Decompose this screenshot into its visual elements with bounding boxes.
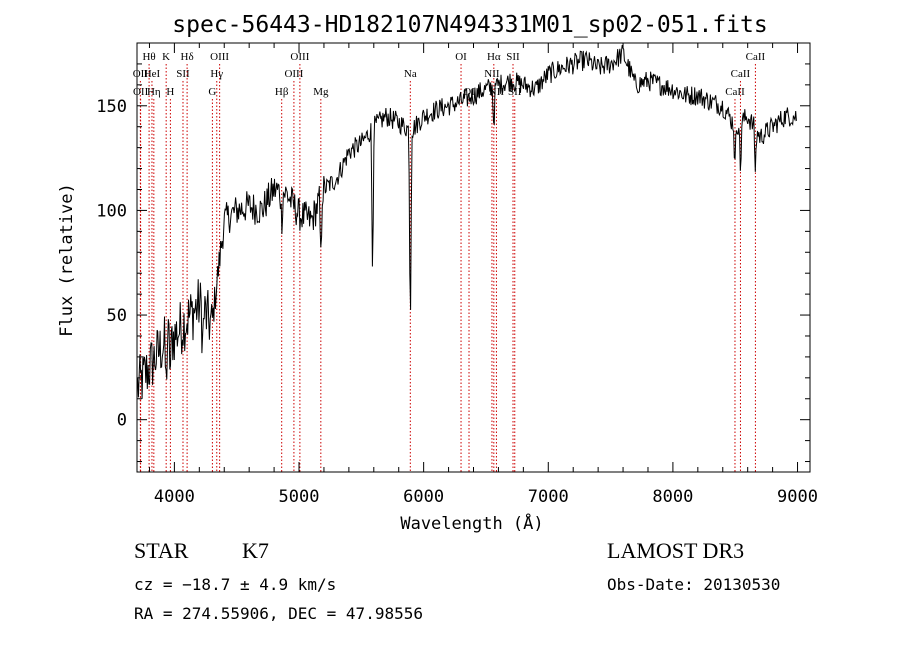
marker-label: Hγ xyxy=(210,68,223,80)
spectrum-line xyxy=(137,44,797,399)
x-tick-label: 8000 xyxy=(652,487,693,507)
marker-label: Hβ xyxy=(275,86,289,98)
marker-label: CaII xyxy=(731,68,751,80)
x-tick-label: 9000 xyxy=(777,487,818,507)
y-axis: 0 50 100 150 xyxy=(96,63,810,463)
marker-label: OI xyxy=(455,51,467,63)
marker-label: Mg xyxy=(313,86,329,98)
marker-label: Hη xyxy=(147,86,161,98)
marker-label: OIII xyxy=(290,51,309,63)
y-tick-label: 100 xyxy=(96,201,127,221)
marker-label: CaII xyxy=(725,86,745,98)
marker-label: Hθ xyxy=(142,51,155,63)
marker-label: NII xyxy=(484,68,500,80)
marker-label: OIII xyxy=(284,68,303,80)
x-axis: 4000 5000 6000 7000 8000 9000 xyxy=(148,43,818,507)
marker-label: K xyxy=(162,51,170,63)
x-tick-label: 4000 xyxy=(154,487,195,507)
marker-label: Hα xyxy=(487,51,501,63)
x-axis-label: Wavelength (Å) xyxy=(400,512,543,534)
x-tick-label: 6000 xyxy=(403,487,444,507)
redshift-velocity: cz = −18.7 ± 4.9 km/s xyxy=(134,575,337,594)
object-class: STAR xyxy=(134,538,189,563)
x-tick-label: 7000 xyxy=(528,487,569,507)
marker-label: CaII xyxy=(746,51,766,63)
y-axis-label: Flux (relative) xyxy=(57,183,77,337)
survey-name: LAMOST DR3 xyxy=(607,538,745,563)
object-subclass: K7 xyxy=(242,538,269,563)
chart-title: spec-56443-HD182107N494331M01_sp02-051.f… xyxy=(172,12,767,38)
spectrum-series xyxy=(137,44,797,399)
marker-label: SII xyxy=(506,51,520,63)
marker-label: HeI xyxy=(144,68,161,80)
marker-label: OIII xyxy=(210,51,229,63)
marker-label: G xyxy=(208,86,216,98)
marker-label: Hδ xyxy=(181,51,194,63)
marker-label: SII xyxy=(508,86,522,98)
y-tick-label: 150 xyxy=(96,97,127,117)
x-tick-label: 5000 xyxy=(279,487,320,507)
marker-label: SII xyxy=(176,68,190,80)
y-tick-label: 50 xyxy=(107,306,127,326)
observation-date: Obs-Date: 20130530 xyxy=(607,575,781,594)
marker-label: Na xyxy=(404,68,417,80)
y-tick-label: 0 xyxy=(117,411,127,431)
marker-label: OI xyxy=(463,86,475,98)
coordinates: RA = 274.55906, DEC = 47.98556 xyxy=(134,604,423,623)
marker-label: H xyxy=(166,86,174,98)
